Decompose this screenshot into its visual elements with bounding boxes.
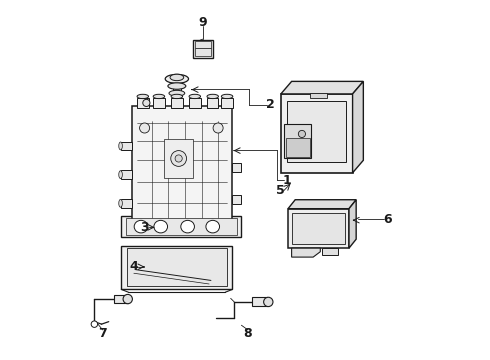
Ellipse shape	[168, 83, 186, 89]
Polygon shape	[288, 200, 356, 209]
Bar	[287, 101, 346, 162]
Bar	[164, 139, 193, 178]
Bar	[288, 209, 349, 248]
Text: 5: 5	[276, 184, 285, 197]
Bar	[189, 98, 200, 108]
Bar	[171, 98, 183, 108]
Bar	[207, 98, 219, 108]
Circle shape	[175, 155, 182, 162]
Ellipse shape	[170, 74, 184, 81]
Bar	[252, 297, 267, 306]
Polygon shape	[353, 81, 364, 173]
Bar	[132, 107, 232, 225]
Circle shape	[91, 321, 98, 327]
Text: 7: 7	[98, 327, 107, 340]
Ellipse shape	[165, 75, 189, 84]
Ellipse shape	[171, 94, 183, 99]
Bar	[172, 79, 182, 86]
Polygon shape	[132, 221, 232, 233]
Ellipse shape	[134, 220, 148, 233]
Bar	[126, 248, 227, 286]
Ellipse shape	[119, 199, 122, 207]
Circle shape	[264, 297, 273, 307]
Bar	[153, 98, 165, 108]
Ellipse shape	[153, 94, 165, 99]
Bar	[232, 163, 242, 172]
Ellipse shape	[154, 220, 168, 233]
Circle shape	[123, 294, 132, 304]
Bar	[122, 216, 242, 237]
Text: 3: 3	[140, 221, 149, 234]
Bar	[195, 48, 211, 56]
Text: 8: 8	[244, 327, 252, 340]
Circle shape	[171, 150, 187, 166]
Bar	[310, 93, 327, 98]
Bar	[125, 218, 237, 235]
Bar	[137, 98, 148, 108]
Text: 9: 9	[199, 16, 207, 29]
Bar	[121, 199, 132, 208]
Polygon shape	[349, 200, 356, 248]
Ellipse shape	[206, 220, 220, 233]
Circle shape	[143, 99, 150, 107]
Ellipse shape	[169, 90, 185, 96]
Text: 1: 1	[283, 174, 292, 186]
Bar	[122, 246, 232, 289]
Bar	[281, 94, 353, 173]
Ellipse shape	[137, 94, 148, 99]
Text: 2: 2	[267, 98, 275, 111]
Ellipse shape	[207, 94, 219, 99]
Ellipse shape	[119, 171, 122, 179]
Ellipse shape	[119, 142, 122, 150]
Bar	[114, 296, 128, 303]
Text: 6: 6	[383, 213, 392, 226]
Bar	[172, 85, 181, 93]
Circle shape	[213, 123, 223, 133]
Bar	[121, 170, 132, 179]
Circle shape	[298, 130, 306, 138]
Ellipse shape	[221, 94, 233, 99]
Bar	[232, 195, 242, 204]
Bar	[286, 138, 310, 157]
Bar	[285, 125, 311, 158]
Ellipse shape	[189, 94, 200, 99]
Bar	[221, 98, 233, 108]
Text: 4: 4	[129, 260, 138, 273]
Polygon shape	[281, 81, 364, 94]
Bar	[195, 41, 211, 48]
Polygon shape	[292, 248, 320, 257]
Bar	[121, 141, 132, 150]
Bar	[193, 40, 213, 58]
Polygon shape	[322, 248, 338, 255]
Bar	[293, 213, 344, 244]
Ellipse shape	[181, 220, 195, 233]
Circle shape	[140, 123, 149, 133]
